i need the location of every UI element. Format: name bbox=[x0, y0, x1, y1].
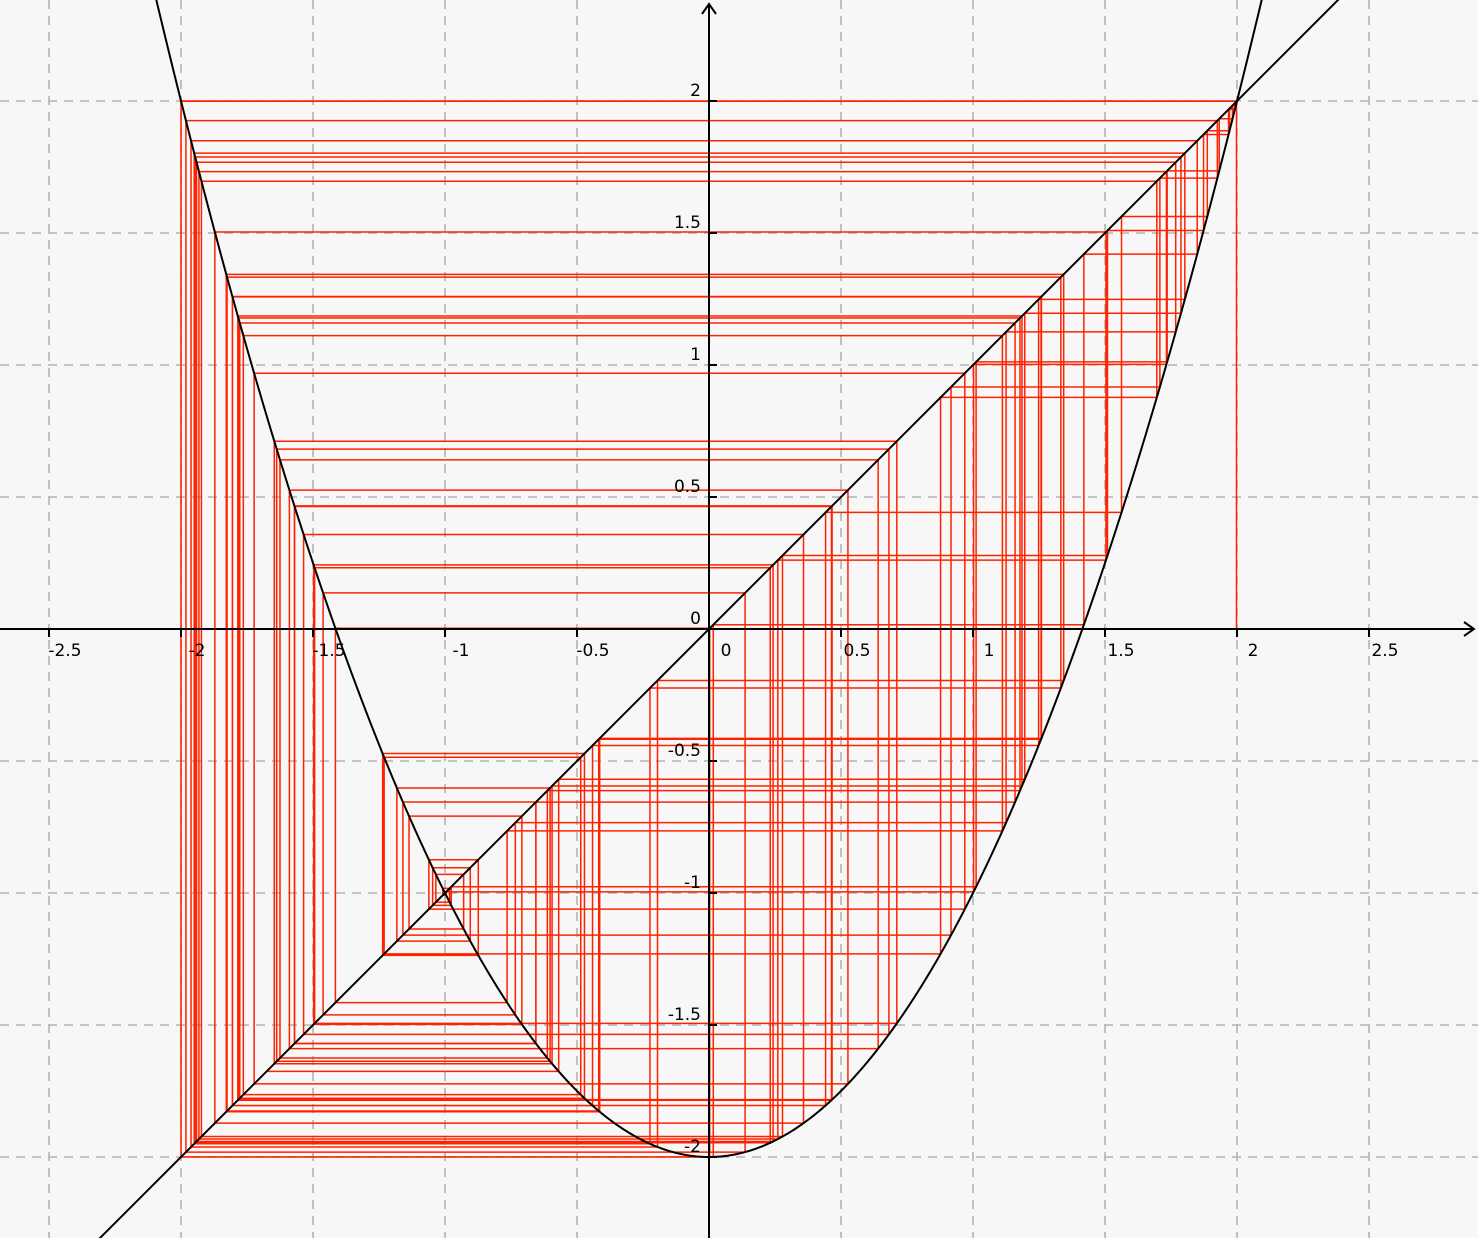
x-tick-label: 2.5 bbox=[1371, 641, 1398, 661]
x-tick-label: -0.5 bbox=[576, 641, 609, 661]
y-tick-label: -2 bbox=[684, 1137, 701, 1157]
x-tick-label: 0 bbox=[721, 641, 732, 661]
y-tick-label: -1.5 bbox=[668, 1005, 701, 1025]
y-tick-label: 1 bbox=[690, 345, 701, 365]
x-tick-label: 1.5 bbox=[1107, 641, 1134, 661]
y-axis-arrow bbox=[701, 2, 717, 15]
x-axis-arrow bbox=[1463, 621, 1476, 637]
y-tick-label: -0.5 bbox=[668, 741, 701, 761]
x-tick-label: -2.5 bbox=[48, 641, 81, 661]
y-tick-label: 2 bbox=[690, 81, 701, 101]
y-tick-label: 0.5 bbox=[674, 477, 701, 497]
x-tick-label: -1 bbox=[453, 641, 470, 661]
x-tick-label: 2 bbox=[1248, 641, 1259, 661]
x-tick-label: 0.5 bbox=[843, 641, 870, 661]
x-tick-label: 1 bbox=[984, 641, 995, 661]
y-tick-label: 1.5 bbox=[674, 213, 701, 233]
y-tick-label: 0 bbox=[690, 609, 701, 629]
x-tick-label: -2 bbox=[189, 641, 206, 661]
x-tick-label: -1.5 bbox=[312, 641, 345, 661]
tick-labels: -2.5 -2 -1.5 -1 -0.5 0 0.5 1 1.5 2 2.5 2 1.5 1 0.5 0 -0.… bbox=[48, 81, 1398, 1157]
y-tick-label: -1 bbox=[684, 873, 701, 893]
